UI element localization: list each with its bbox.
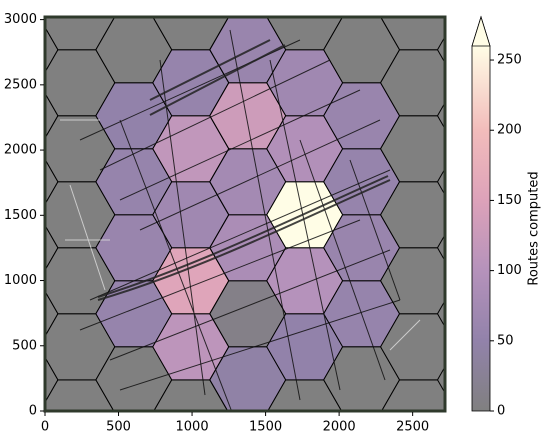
- colorbar-tick-label: 200: [497, 123, 522, 138]
- colorbar-tick-label: 0: [497, 404, 505, 419]
- x-tick-label: 2000: [323, 420, 356, 435]
- y-tick-label: 2000: [4, 143, 37, 158]
- road-network: [60, 29, 421, 411]
- road: [119, 29, 401, 411]
- road: [79, 39, 401, 391]
- x-tick-label: 2500: [396, 420, 429, 435]
- plot-frame: [43, 15, 447, 413]
- y-tick-label: 0: [29, 404, 37, 419]
- hex-cell: [380, 17, 445, 51]
- colorbar-tick-label: 150: [497, 193, 522, 208]
- hex-layer: [45, 17, 445, 411]
- hex-cell: [152, 17, 230, 51]
- colorbar-tick-label: 50: [497, 333, 514, 348]
- colorbar-label: Routes computed: [527, 171, 542, 285]
- hex-cell: [266, 17, 344, 51]
- x-tick-label: 1500: [249, 420, 282, 435]
- highway: [97, 39, 391, 301]
- y-tick-label: 1500: [4, 208, 37, 223]
- x-tick-label: 1000: [176, 420, 209, 435]
- colorbar-extension: [471, 15, 491, 47]
- colorbar: [471, 15, 491, 412]
- y-tick-label: 500: [12, 338, 37, 353]
- road: [60, 119, 421, 351]
- x-tick-label: 500: [106, 420, 131, 435]
- x-tick-label: 0: [41, 420, 49, 435]
- colorbar-tick-label: 100: [497, 263, 522, 278]
- colorbar-tick-label: 250: [497, 53, 522, 68]
- hex-cell: [45, 17, 116, 51]
- y-tick-label: 3000: [4, 12, 37, 27]
- y-tick-label: 2500: [4, 77, 37, 92]
- y-tick-label: 1000: [4, 273, 37, 288]
